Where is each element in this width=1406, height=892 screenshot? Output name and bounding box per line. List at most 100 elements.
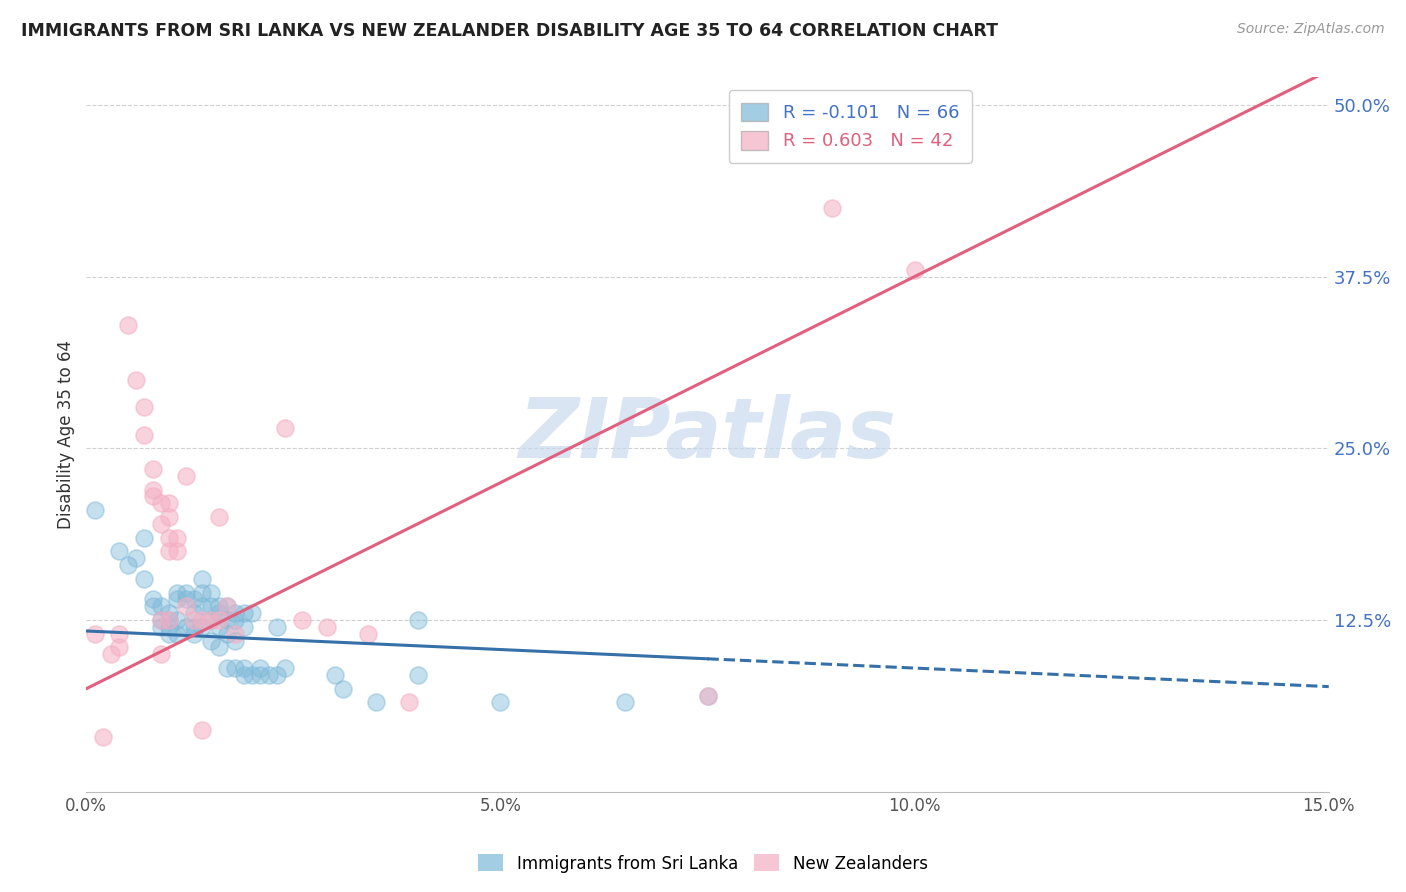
Point (166, 544, 188, 558)
Point (696, 689, 718, 703)
Point (208, 510, 231, 524)
Point (489, 695, 512, 709)
Legend: Immigrants from Sri Lanka, New Zealanders: Immigrants from Sri Lanka, New Zealander… (471, 847, 935, 880)
Point (174, 468, 197, 483)
Point (149, 648, 172, 662)
Point (174, 620, 197, 634)
Text: Source: ZipAtlas.com: Source: ZipAtlas.com (1237, 22, 1385, 37)
Point (108, 626, 131, 640)
Point (232, 661, 254, 675)
Point (91, 730, 114, 744)
Point (224, 633, 246, 648)
Point (157, 626, 180, 640)
Point (200, 585, 222, 599)
Point (191, 585, 214, 599)
Point (613, 695, 636, 709)
Point (904, 262, 927, 277)
Point (191, 599, 214, 614)
Point (224, 606, 246, 620)
Point (398, 695, 420, 709)
Point (134, 572, 156, 586)
Point (217, 599, 239, 614)
Point (149, 613, 172, 627)
Point (166, 531, 188, 545)
Point (149, 613, 172, 627)
Point (125, 551, 148, 566)
Point (183, 613, 205, 627)
Point (240, 606, 263, 620)
Point (183, 606, 205, 620)
Point (266, 668, 288, 682)
Point (174, 585, 197, 599)
Point (174, 592, 197, 607)
Point (224, 626, 246, 640)
Point (208, 606, 231, 620)
Point (134, 400, 156, 414)
Point (191, 723, 214, 737)
Point (224, 661, 246, 675)
Point (149, 516, 172, 531)
Point (183, 620, 205, 634)
Point (134, 531, 156, 545)
Point (200, 633, 222, 648)
Point (117, 318, 139, 332)
Point (200, 613, 222, 627)
Point (208, 640, 231, 655)
Text: ZIPatlas: ZIPatlas (519, 394, 897, 475)
Point (200, 599, 222, 614)
Point (332, 681, 354, 696)
Point (821, 201, 844, 215)
Point (83, 503, 105, 517)
Point (200, 613, 222, 627)
Point (100, 648, 122, 662)
Point (696, 689, 718, 703)
Point (217, 599, 239, 614)
Point (157, 531, 180, 545)
Point (157, 613, 180, 627)
Point (183, 592, 205, 607)
Point (208, 613, 231, 627)
Point (157, 613, 180, 627)
Point (232, 668, 254, 682)
Point (149, 496, 172, 510)
Point (191, 620, 214, 634)
Point (266, 620, 288, 634)
Point (83, 626, 105, 640)
Point (406, 613, 429, 627)
Point (357, 626, 380, 640)
Point (249, 661, 271, 675)
Point (208, 620, 231, 634)
Point (183, 626, 205, 640)
Point (366, 695, 388, 709)
Point (142, 462, 165, 476)
Point (208, 599, 231, 614)
Point (157, 510, 180, 524)
Point (291, 613, 314, 627)
Point (142, 489, 165, 503)
Point (157, 606, 180, 620)
Point (191, 613, 214, 627)
Point (166, 626, 188, 640)
Point (174, 599, 197, 614)
Point (142, 599, 165, 614)
Point (249, 668, 271, 682)
Point (166, 585, 188, 599)
Point (232, 606, 254, 620)
Point (149, 620, 172, 634)
Point (134, 427, 156, 442)
Point (108, 544, 131, 558)
Point (157, 496, 180, 510)
Point (315, 620, 337, 634)
Point (149, 599, 172, 614)
Point (240, 668, 263, 682)
Point (191, 572, 214, 586)
Point (157, 544, 180, 558)
Text: IMMIGRANTS FROM SRI LANKA VS NEW ZEALANDER DISABILITY AGE 35 TO 64 CORRELATION C: IMMIGRANTS FROM SRI LANKA VS NEW ZEALAND… (21, 22, 998, 40)
Point (125, 373, 148, 387)
Point (406, 668, 429, 682)
Point (166, 592, 188, 607)
Point (232, 620, 254, 634)
Point (224, 613, 246, 627)
Point (274, 661, 297, 675)
Point (257, 668, 280, 682)
